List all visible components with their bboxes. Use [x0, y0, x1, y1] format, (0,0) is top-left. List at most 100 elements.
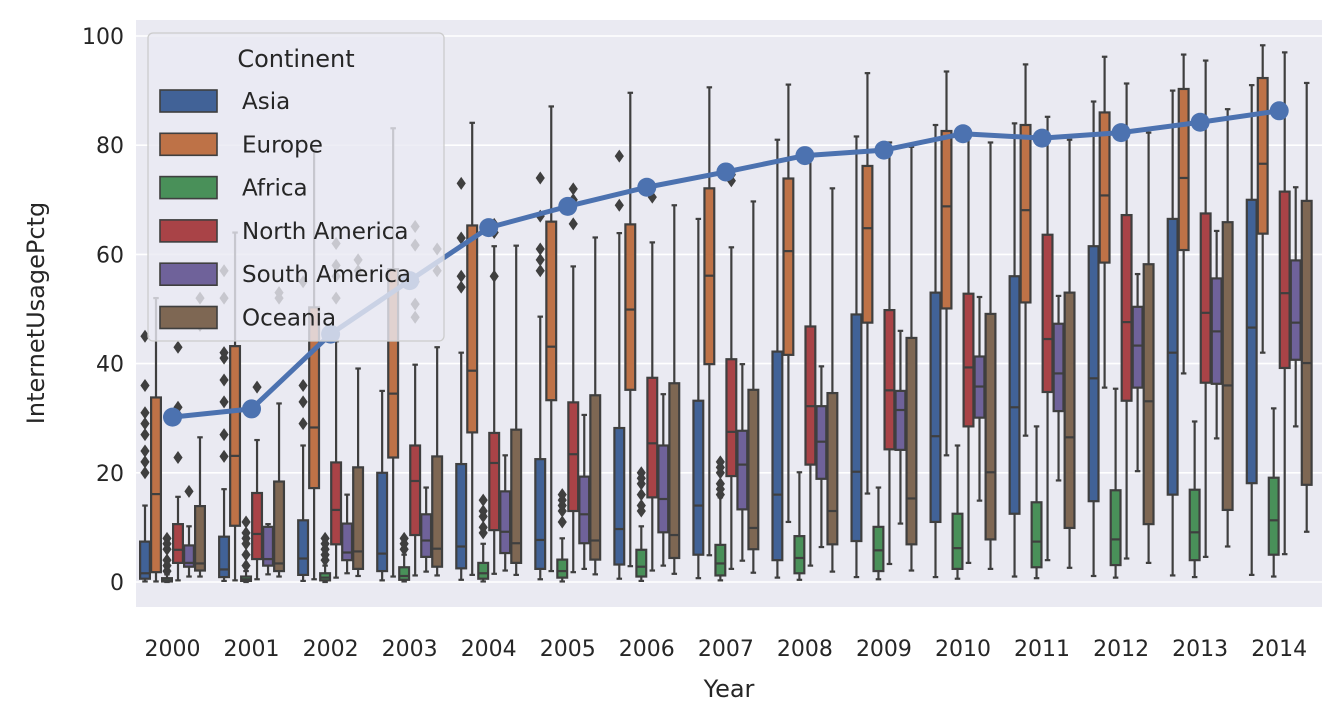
box-body [1188, 488, 1201, 562]
box-body [1278, 190, 1291, 370]
box-body [782, 177, 795, 356]
box-body [1131, 305, 1144, 389]
outlier [298, 378, 308, 392]
x-axis-ticks: 2000 2001 2002 2003 2004 2005 2006 2007 2008 2009… [145, 637, 1308, 662]
legend-label: Africa [242, 176, 308, 202]
box [1221, 108, 1234, 548]
series-africa [161, 387, 1280, 584]
box-body [872, 525, 885, 573]
line-point [953, 124, 973, 144]
box-body [330, 461, 343, 546]
outlier [568, 217, 578, 231]
outlier [140, 444, 150, 458]
outlier [535, 253, 545, 267]
box [940, 70, 953, 457]
box-body [545, 220, 558, 402]
box [1120, 82, 1133, 560]
legend-swatch [159, 219, 218, 243]
box-body [747, 388, 760, 551]
box [883, 141, 896, 566]
outlier [219, 346, 229, 360]
box [668, 204, 681, 575]
outlier [241, 559, 251, 573]
box-body [714, 543, 727, 577]
outlier [140, 455, 150, 469]
y-tick-label: 100 [82, 25, 124, 50]
outlier [241, 526, 251, 540]
box-body [929, 291, 942, 524]
box [951, 444, 964, 580]
box [962, 135, 975, 564]
box-body [150, 396, 163, 574]
legend-title: Continent [237, 45, 354, 73]
box-body [1166, 217, 1179, 496]
box-plots [139, 44, 1313, 584]
box-body [534, 458, 547, 570]
legend-swatch [159, 175, 218, 200]
box [183, 484, 196, 578]
outlier [173, 451, 183, 465]
box [172, 340, 185, 582]
box-body [613, 426, 626, 566]
box-body [1199, 212, 1212, 384]
box-body [736, 429, 749, 511]
outlier [162, 531, 172, 545]
outlier [456, 231, 466, 245]
box-body [499, 490, 512, 555]
outlier [184, 484, 194, 498]
box-body [804, 325, 817, 466]
box [534, 171, 547, 581]
line-point [242, 399, 262, 419]
outlier [535, 264, 545, 278]
box [1131, 272, 1144, 473]
box-body [273, 480, 286, 573]
box [929, 123, 942, 579]
series-north-america [172, 51, 1291, 582]
box-body [172, 523, 185, 564]
box-body [194, 505, 207, 572]
box [1063, 138, 1076, 569]
box [1098, 55, 1111, 389]
outlier [715, 455, 725, 469]
outlier [298, 417, 308, 431]
outlier [535, 171, 545, 185]
outlier [320, 531, 330, 545]
box [297, 275, 310, 583]
box-body [984, 312, 997, 541]
box-body [861, 164, 874, 324]
x-tick-label: 2014 [1251, 637, 1307, 662]
box-body [510, 428, 523, 564]
legend-label: Asia [242, 89, 290, 115]
box-body [218, 535, 231, 579]
box [578, 413, 591, 570]
box [240, 515, 253, 584]
box-body [251, 491, 264, 561]
box [466, 121, 479, 577]
legend-item: Asia [159, 89, 290, 115]
box [905, 145, 918, 572]
outlier [140, 428, 150, 442]
box [1177, 53, 1190, 375]
legend: Continent Asia Europe Africa North America S… [147, 32, 445, 342]
x-tick-label: 2012 [1093, 637, 1149, 662]
box-body [139, 540, 152, 580]
box-body [1221, 221, 1234, 512]
outlier [140, 466, 150, 480]
box [1210, 229, 1223, 440]
outlier [557, 488, 567, 502]
legend-swatch [159, 262, 218, 287]
box-body [466, 224, 479, 434]
box-body [420, 513, 433, 558]
outlier [478, 520, 488, 534]
box [545, 105, 558, 573]
box [251, 380, 264, 581]
box [646, 190, 659, 572]
box-body [1087, 245, 1100, 503]
line-point [479, 218, 499, 238]
box-body [1052, 322, 1065, 413]
box-body [229, 345, 242, 527]
y-axis-ticks: 0 20 40 60 80 100 [82, 25, 124, 596]
box [861, 72, 874, 495]
box-body [1177, 87, 1190, 252]
box-body [624, 223, 637, 391]
